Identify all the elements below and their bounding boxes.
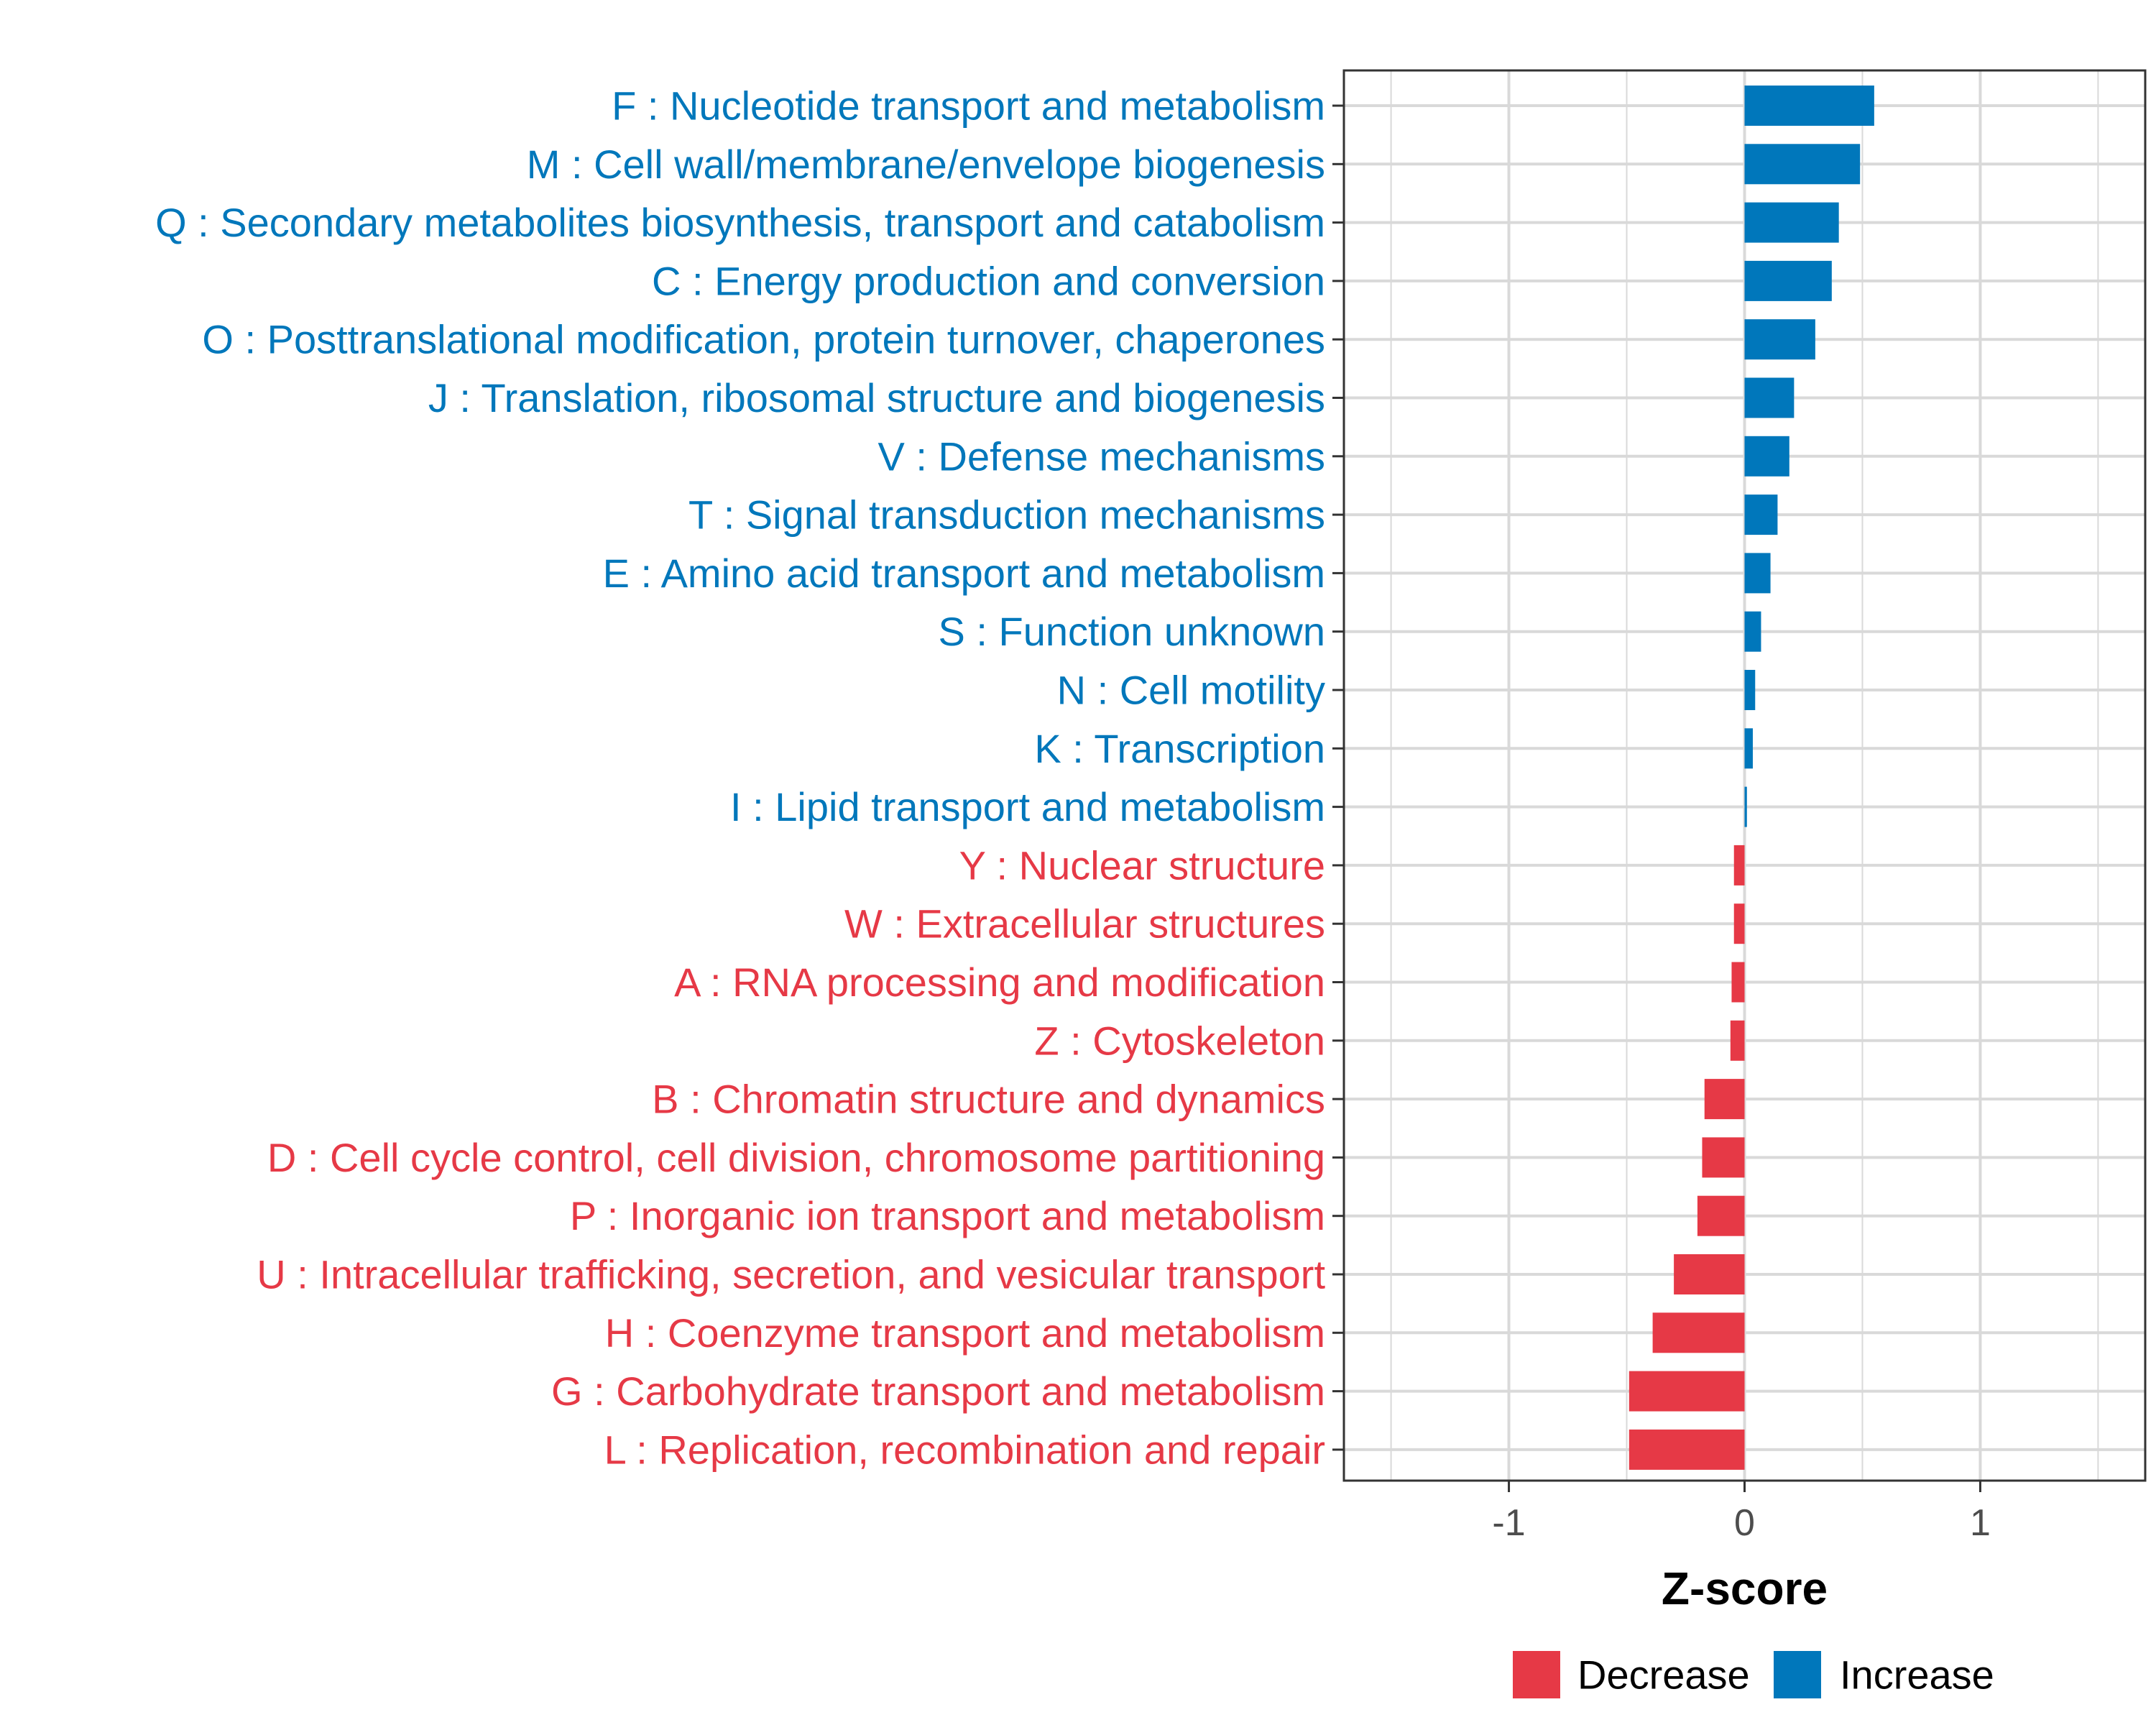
category-label: F : Nucleotide transport and metabolism — [612, 83, 1325, 129]
bar-u — [1674, 1254, 1745, 1294]
category-label: B : Chromatin structure and dynamics — [652, 1077, 1325, 1122]
category-label: J : Translation, ribosomal structure and… — [428, 375, 1325, 420]
bar-g — [1628, 1371, 1745, 1412]
x-tick-label: -1 — [1492, 1502, 1525, 1544]
bar-y — [1733, 845, 1745, 886]
bar-p — [1697, 1195, 1745, 1236]
category-label: S : Function unknown — [938, 609, 1325, 654]
bar-m — [1744, 144, 1861, 185]
category-label: A : RNA processing and modification — [674, 960, 1325, 1005]
category-label: V : Defense mechanisms — [878, 433, 1325, 479]
x-axis-title: Z-score — [1662, 1563, 1828, 1614]
bar-e — [1744, 553, 1771, 594]
bar-j — [1744, 377, 1795, 418]
bar-k — [1744, 728, 1753, 769]
bar-z — [1730, 1020, 1745, 1061]
category-label: Q : Secondary metabolites biosynthesis, … — [155, 200, 1325, 245]
category-label: G : Carbohydrate transport and metabolis… — [551, 1368, 1325, 1414]
category-label: K : Transcription — [1034, 726, 1325, 771]
category-label: I : Lipid transport and metabolism — [730, 784, 1325, 829]
category-label: H : Coenzyme transport and metabolism — [605, 1310, 1325, 1356]
legend-label-increase: Increase — [1840, 1652, 1994, 1698]
bar-v — [1744, 436, 1789, 477]
x-axis-ticks: -1 0 1 — [1492, 1481, 1991, 1544]
category-label: E : Amino acid transport and metabolism — [603, 551, 1325, 596]
bar-q — [1744, 202, 1839, 243]
bar-t — [1744, 494, 1778, 535]
legend-key-increase — [1774, 1651, 1821, 1698]
x-tick-label: 1 — [1970, 1502, 1991, 1544]
category-label: L : Replication, recombination and repai… — [604, 1427, 1325, 1472]
category-label: C : Energy production and conversion — [652, 258, 1325, 303]
bar-h — [1652, 1312, 1745, 1353]
category-label: D : Cell cycle control, cell division, c… — [267, 1135, 1325, 1180]
category-labels: F : Nucleotide transport and metabolism M… — [155, 83, 1325, 1473]
category-label: W : Extracellular structures — [844, 901, 1325, 947]
category-label: P : Inorganic ion transport and metaboli… — [570, 1193, 1325, 1238]
bar-l — [1628, 1429, 1745, 1470]
bar-n — [1744, 670, 1756, 710]
bar-f — [1744, 86, 1874, 126]
legend: Decrease Increase — [1513, 1651, 1994, 1698]
x-tick-label: 0 — [1734, 1502, 1755, 1544]
bar-c — [1744, 260, 1832, 301]
bar-s — [1744, 611, 1761, 652]
category-label: M : Cell wall/membrane/envelope biogenes… — [527, 142, 1325, 187]
category-label: U : Intracellular trafficking, secretion… — [257, 1252, 1325, 1297]
bar-i — [1744, 786, 1747, 827]
legend-key-decrease — [1513, 1651, 1560, 1698]
category-label: Z : Cytoskeleton — [1034, 1018, 1325, 1063]
bar-d — [1702, 1137, 1745, 1178]
category-label: N : Cell motility — [1057, 668, 1325, 713]
category-label: T : Signal transduction mechanisms — [688, 492, 1325, 538]
bar-b — [1704, 1079, 1745, 1120]
bar-a — [1731, 962, 1745, 1003]
legend-label-decrease: Decrease — [1577, 1652, 1750, 1698]
category-label: Y : Nuclear structure — [959, 842, 1325, 888]
y-axis-ticks — [1332, 104, 1344, 1451]
bar-w — [1733, 903, 1745, 944]
bar-o — [1744, 319, 1815, 360]
bars — [1628, 86, 1874, 1470]
category-label: O : Posttranslational modification, prot… — [202, 317, 1325, 362]
